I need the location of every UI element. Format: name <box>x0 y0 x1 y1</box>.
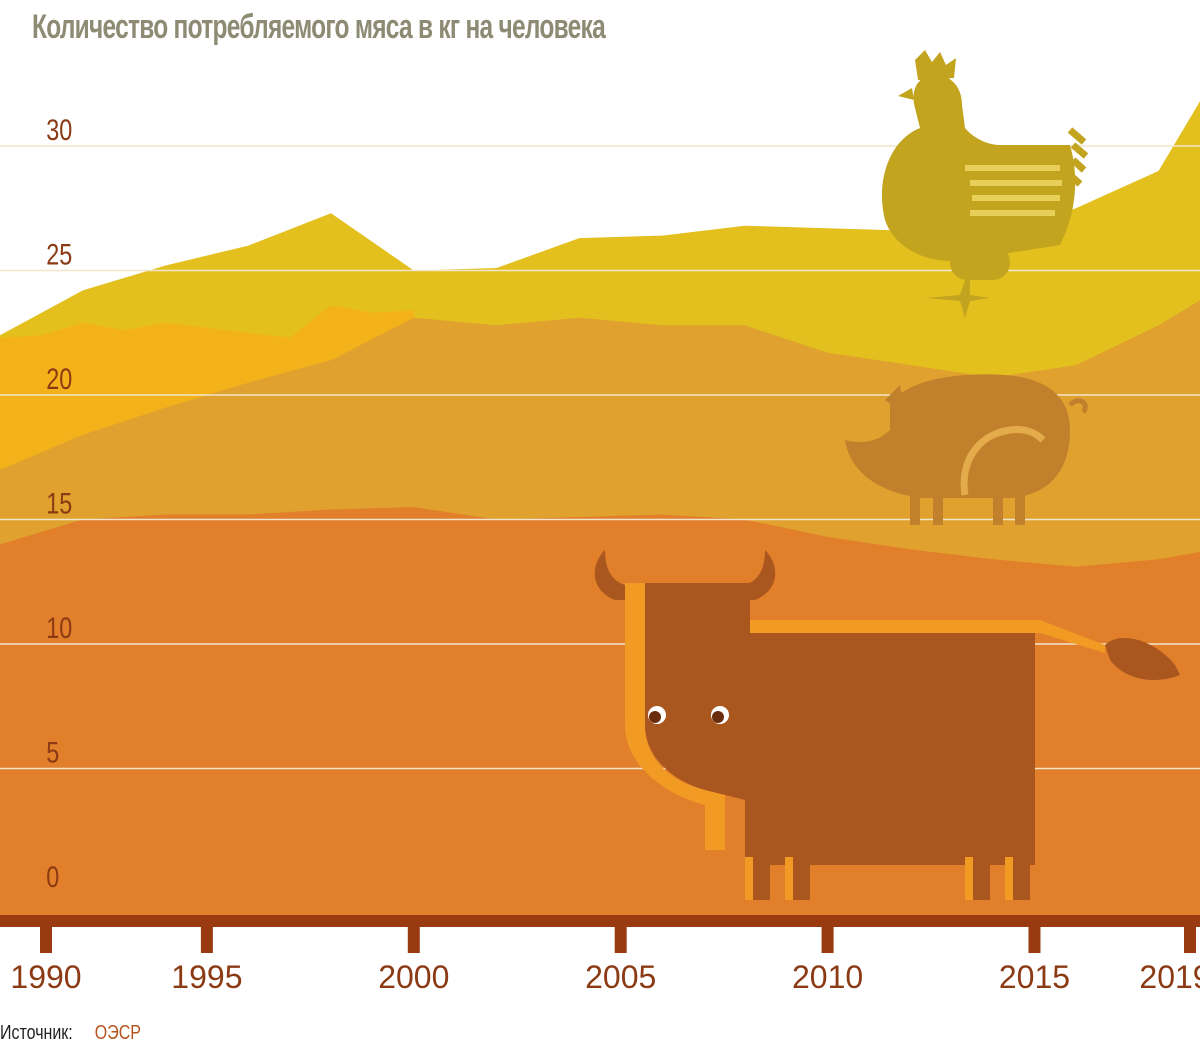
source-note: Источник: ОЭСР <box>0 1022 141 1045</box>
x-axis-line <box>0 915 1200 927</box>
x-axis: 1990 1995 2000 2005 2010 2015 2019 <box>0 915 1200 995</box>
x-tick-mark-1995 <box>200 927 213 953</box>
y-axis-ticks: 0 5 10 15 20 25 30 <box>46 113 72 893</box>
x-tick-mark-2005 <box>614 927 627 953</box>
chicken-icon <box>881 50 1089 318</box>
x-tick-label-2005: 2005 <box>585 959 656 995</box>
x-tick-mark-2015 <box>1028 927 1041 953</box>
x-tick-label-2019: 2019 <box>1139 959 1200 995</box>
source-value: ОЭСР <box>94 1022 141 1044</box>
y-tick-label-15: 15 <box>46 487 72 520</box>
x-tick-mark-2010 <box>821 927 834 953</box>
source-label: Источник: <box>0 1022 73 1044</box>
y-tick-label-5: 5 <box>46 736 59 769</box>
x-tick-mark-2019 <box>1184 927 1196 953</box>
y-tick-label-25: 25 <box>46 238 72 271</box>
area-total-meat-early <box>0 305 414 470</box>
pig-icon <box>845 374 1088 525</box>
y-tick-label-20: 20 <box>46 362 72 395</box>
chart-title: Количество потребляемого мяса в кг на че… <box>32 8 606 46</box>
x-tick-label-2015: 2015 <box>999 959 1070 995</box>
x-tick-label-1995: 1995 <box>171 959 242 995</box>
x-tick-label-1990: 1990 <box>10 959 81 995</box>
x-tick-label-2000: 2000 <box>378 959 449 995</box>
x-tick-label-2010: 2010 <box>792 959 863 995</box>
y-tick-label-30: 30 <box>46 113 72 146</box>
animal-icons <box>594 50 1180 900</box>
x-tick-mark-2000 <box>407 927 420 953</box>
cow-icon <box>594 550 1180 900</box>
y-tick-label-10: 10 <box>46 611 72 644</box>
y-tick-label-0: 0 <box>46 860 59 893</box>
x-tick-mark-1990 <box>40 927 52 953</box>
